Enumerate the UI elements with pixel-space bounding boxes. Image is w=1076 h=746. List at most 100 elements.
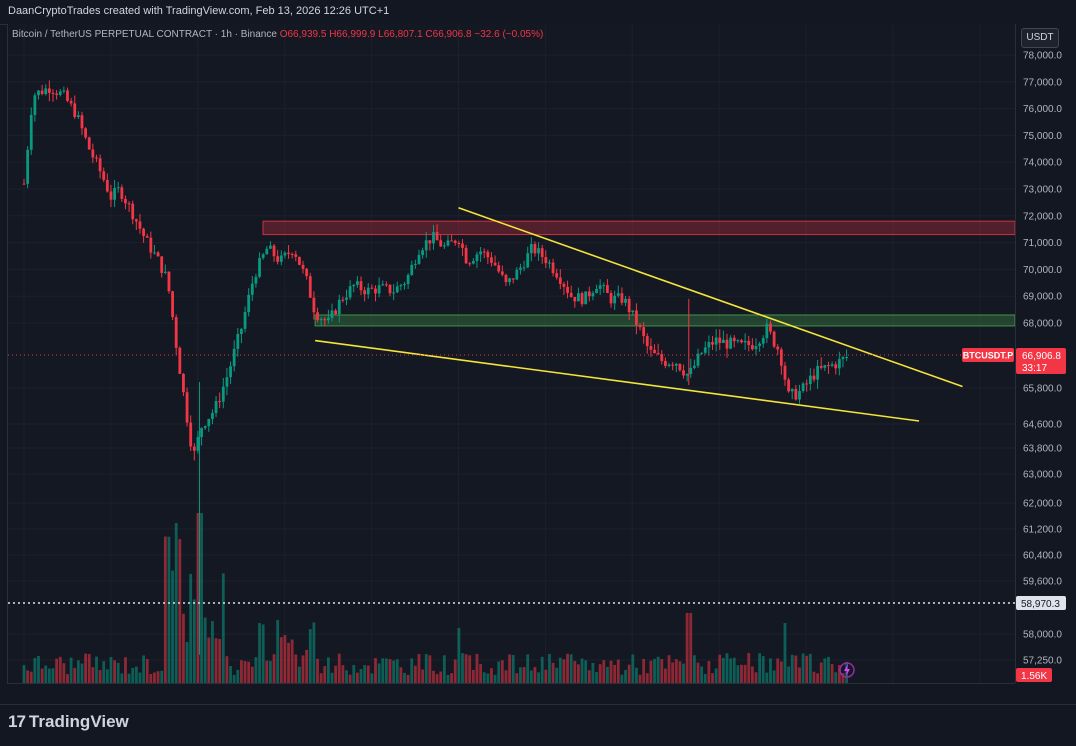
volume-bar [323, 666, 327, 683]
candle [442, 242, 446, 249]
candle [254, 273, 258, 288]
candle [471, 258, 475, 265]
candle [569, 285, 573, 298]
candle [834, 361, 838, 375]
volume-bar [341, 665, 345, 683]
candle [519, 263, 522, 275]
candle [381, 280, 385, 287]
volume-bar [269, 660, 272, 683]
volume-bar [816, 673, 819, 683]
price-axis[interactable] [1015, 24, 1076, 683]
candle [490, 252, 493, 267]
candle [432, 224, 435, 250]
candle [243, 306, 247, 333]
candle [595, 284, 598, 294]
candle [138, 213, 142, 234]
volume-bar [337, 653, 341, 683]
candle [120, 184, 124, 202]
volume-bar [769, 658, 772, 683]
candle [457, 240, 461, 248]
volume-bar [84, 653, 88, 683]
candle [736, 339, 740, 344]
candle [551, 258, 555, 277]
candle [279, 250, 283, 266]
candle [388, 284, 392, 297]
volume-bar [504, 670, 508, 683]
volume-bar [642, 659, 646, 683]
volume-bar [326, 657, 330, 683]
volume-bar [638, 674, 642, 683]
trendlines [8, 207, 1015, 604]
candle [689, 358, 693, 378]
close-value: C66,906.8 [425, 29, 472, 40]
volume-bar [740, 664, 743, 683]
volume-bar [66, 674, 69, 683]
time-axis[interactable] [7, 683, 1015, 704]
volume-bar [22, 665, 26, 683]
candle [645, 333, 649, 354]
volume-bar [595, 672, 598, 683]
volume-bar [685, 613, 689, 683]
volume-bar [732, 657, 736, 683]
candle [167, 271, 171, 294]
candle [316, 307, 319, 323]
candle [475, 251, 479, 268]
candle [51, 89, 55, 102]
volume-bar [830, 664, 834, 683]
currency-button[interactable]: USDT [1021, 28, 1059, 48]
volume-bar [696, 662, 700, 683]
candle [692, 359, 696, 370]
volume-bar [555, 667, 559, 683]
volume-bar [794, 655, 798, 683]
volume-bar [700, 666, 704, 683]
candle [421, 247, 425, 259]
volume-bar [808, 653, 812, 683]
volume-bar [653, 658, 656, 683]
volume-bar [747, 653, 751, 683]
candle [185, 387, 189, 427]
volume-bar [624, 669, 627, 683]
candle [707, 335, 711, 356]
candle [758, 341, 762, 352]
candle [464, 244, 468, 264]
volume-bar [76, 660, 80, 683]
volume-bar [562, 659, 566, 683]
volume-bar [40, 668, 44, 683]
volume-bar [566, 653, 569, 683]
candle [116, 181, 120, 193]
candle [76, 111, 80, 120]
volume-bar [674, 659, 678, 683]
candle [127, 201, 131, 212]
candle [189, 415, 193, 452]
candle [218, 392, 222, 409]
volume-bar [486, 673, 490, 683]
volume-bar [417, 653, 421, 683]
candle [606, 279, 609, 294]
candle [105, 173, 109, 193]
volume-bar [109, 656, 113, 683]
volume-bar [577, 664, 580, 683]
volume-bar [334, 665, 338, 683]
volume-bar [392, 660, 396, 683]
volume-bar [689, 613, 693, 683]
candle [779, 347, 783, 375]
volume-bar [377, 663, 381, 683]
volume-bar [761, 656, 765, 683]
volume-bar [348, 674, 352, 683]
volume-bar [678, 661, 682, 683]
candle [805, 379, 809, 392]
volume-bar [656, 656, 660, 683]
candle [711, 335, 714, 350]
candle [232, 340, 236, 372]
candle [240, 328, 243, 344]
candle [149, 231, 153, 259]
candle [319, 317, 323, 327]
candle [508, 277, 511, 286]
volume-bar [366, 665, 370, 683]
candle [765, 318, 769, 343]
candle [80, 111, 84, 135]
candle [160, 256, 164, 278]
candle [247, 288, 251, 317]
volume-bar [779, 661, 783, 683]
